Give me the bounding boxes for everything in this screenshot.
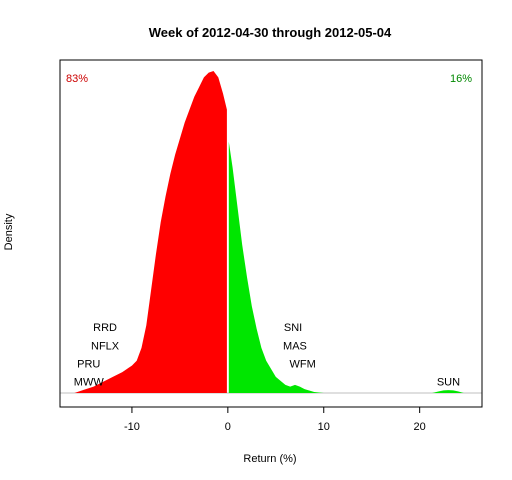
ticker-annotation-mas: MAS <box>283 340 307 352</box>
y-axis-label: Density <box>3 213 15 250</box>
ticker-annotation-sun: SUN <box>437 377 460 389</box>
x-tick-label: -10 <box>124 421 140 433</box>
ticker-annotation-sni: SNI <box>284 322 302 334</box>
positive-return-area-2 <box>432 390 464 393</box>
ticker-annotation-rrd: RRD <box>93 322 117 334</box>
x-axis-label: Return (%) <box>243 453 296 465</box>
chart-title: Week of 2012-04-30 through 2012-05-04 <box>149 25 392 40</box>
plot-area: -10 0 10 20 RRD NFLX PRU MWW SNI MAS WFM SUN <box>59 59 483 433</box>
negative-share-label: 83% <box>66 73 88 85</box>
x-tick-label: 10 <box>318 421 330 433</box>
ticker-annotation-wfm: WFM <box>290 358 316 370</box>
ticker-annotation-nflx: NFLX <box>91 340 120 352</box>
plot-frame <box>59 59 483 408</box>
x-tick-label: 0 <box>225 421 231 433</box>
positive-share-label: 16% <box>450 73 472 85</box>
negative-return-area-0 <box>74 71 227 393</box>
ticker-annotation-pru: PRU <box>77 358 100 370</box>
positive-return-area-1 <box>228 141 324 393</box>
ticker-annotation-mww: MWW <box>74 377 105 389</box>
x-tick-label: 20 <box>414 421 426 433</box>
